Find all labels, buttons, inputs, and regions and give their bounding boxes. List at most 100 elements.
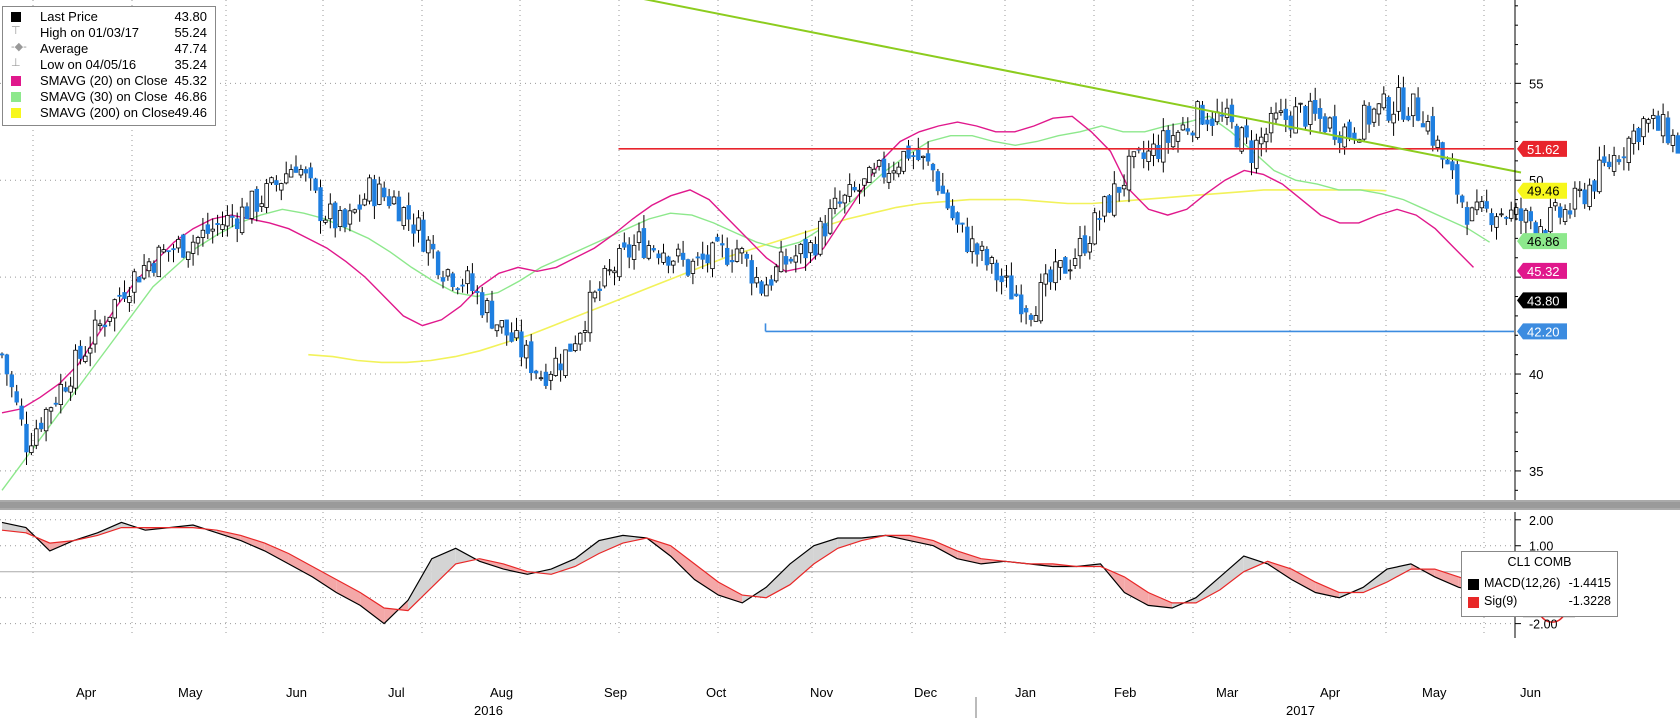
candle-body [166,250,171,253]
candle-body [499,320,504,328]
candle-body [1063,257,1068,274]
candle-body [112,299,117,319]
candle-body [945,192,950,209]
candle-body [1298,102,1303,105]
candle-body [685,259,691,276]
candle-body [1185,128,1190,132]
support-price-tag [1517,323,1567,340]
macd-tick-label: 1.00 [1529,540,1553,554]
candle-body [803,238,808,259]
legend-label: Average [40,41,89,56]
candle-body [921,155,926,158]
candle-body [911,155,916,158]
candle-body [1317,107,1323,119]
candle-body [254,188,259,212]
candle-body [29,445,34,453]
candle-body [1068,269,1073,272]
high-marker-icon: ⊤ [11,25,21,37]
candle-body [979,245,985,251]
candle-body [548,373,553,381]
candle-body [867,167,872,183]
legend-sma200: SMAVG (200) on Close 49.46 [7,105,211,121]
candle-body [1665,117,1671,144]
candle-body [974,243,980,255]
candle-body [1175,131,1181,142]
candle-body [558,363,563,371]
candle-body [529,341,534,374]
candle-body [460,284,465,287]
candle-body [122,292,127,299]
candle-body [827,208,833,234]
candle-body [421,219,426,252]
x-year-label: 2017 [1286,703,1315,718]
candle-body [1048,269,1053,283]
candle-body [279,183,284,191]
candle-body [386,196,392,207]
candle-body [337,210,343,227]
legend-value: 47.74 [174,41,207,56]
candle-body [1151,143,1156,156]
candle-body [710,242,715,270]
candle-body [842,194,847,204]
candle-body [440,277,446,282]
macd-histogram-fill [1434,569,1459,588]
candle-body [538,377,544,380]
candle-body [1077,238,1083,257]
candle-body [798,243,803,255]
candle-body [475,291,480,293]
candle-body [1141,152,1146,159]
macd-histogram-fill [670,545,695,580]
candle-body [406,205,411,220]
candle-body [465,270,470,285]
macd-histogram-fill [981,558,1005,564]
candle-body [1484,201,1489,209]
macd-histogram-fill [813,537,838,564]
x-month-label: Nov [810,685,834,700]
candle-body [568,343,573,352]
candle-body [1572,187,1578,210]
macd-histogram-fill [694,563,719,596]
candle-body [1249,140,1254,163]
candle-body [955,212,960,225]
sma30-line [1,115,1490,491]
candle-body [220,224,225,230]
candle-body [176,238,181,249]
candle-body [1646,119,1651,124]
candle-body [940,185,945,194]
candle-body [656,253,661,259]
candle-body [769,279,774,286]
candle-body [641,228,647,258]
candle-body [210,228,215,232]
candle-body [1660,114,1666,137]
candle-body [1239,127,1244,152]
candle-body [1411,93,1416,117]
candle-body [34,428,39,446]
candle-body [925,153,931,162]
candle-body [1117,186,1122,193]
macd-histogram-fill [575,540,599,567]
square-icon [11,76,21,86]
macd-legend: CL1 COMB MACD(12,26) -1.4415 Sig(9) -1.3… [1461,551,1618,617]
candle-body [1058,260,1063,268]
candle-body [239,206,245,234]
candle-body [1670,134,1676,146]
candle-body [587,291,593,334]
candle-body [1425,121,1431,132]
last-price-tag [1517,292,1567,309]
macd-histogram-fill [336,579,361,606]
candle-body [896,166,901,175]
candle-body [1259,136,1264,145]
price-tick-label: 35 [1529,464,1543,479]
macd-histogram-fill [1124,576,1149,606]
candle-body [494,324,500,332]
candle-body [308,167,313,179]
candle-body [416,217,421,231]
sma200-price-tag [1517,182,1567,199]
macd-histogram-fill [622,535,647,544]
candle-body [1156,144,1161,159]
candle-body [852,186,857,191]
candle-body [676,248,681,257]
candle-body [847,184,852,197]
candle-body [1528,211,1533,222]
